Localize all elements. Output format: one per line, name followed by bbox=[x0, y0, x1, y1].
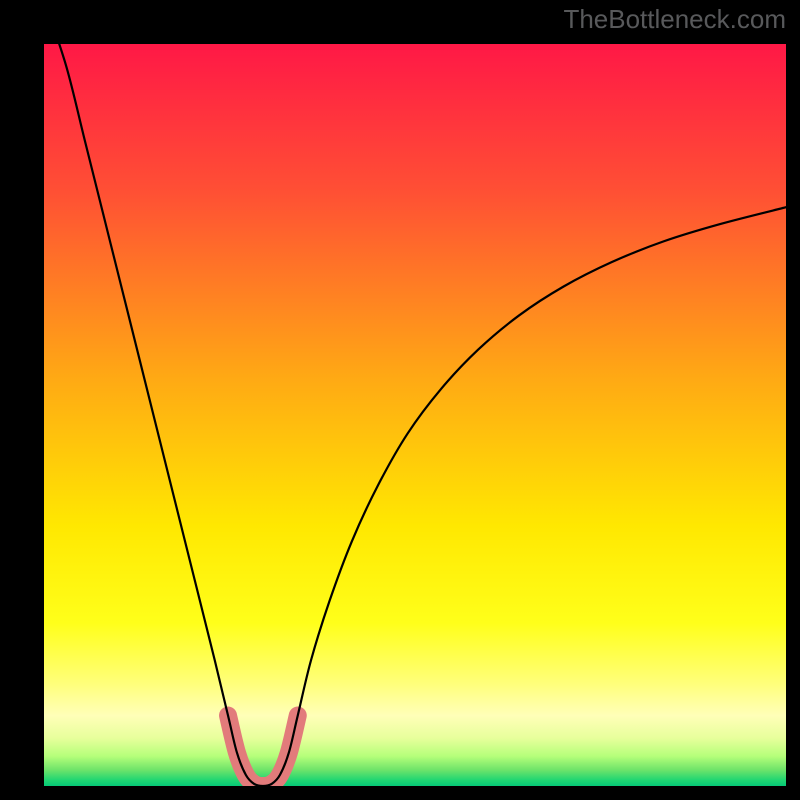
chart-frame: TheBottleneck.com bbox=[0, 0, 800, 800]
watermark-text: TheBottleneck.com bbox=[563, 4, 786, 35]
gradient-background bbox=[44, 44, 786, 786]
bottleneck-chart bbox=[0, 0, 800, 800]
